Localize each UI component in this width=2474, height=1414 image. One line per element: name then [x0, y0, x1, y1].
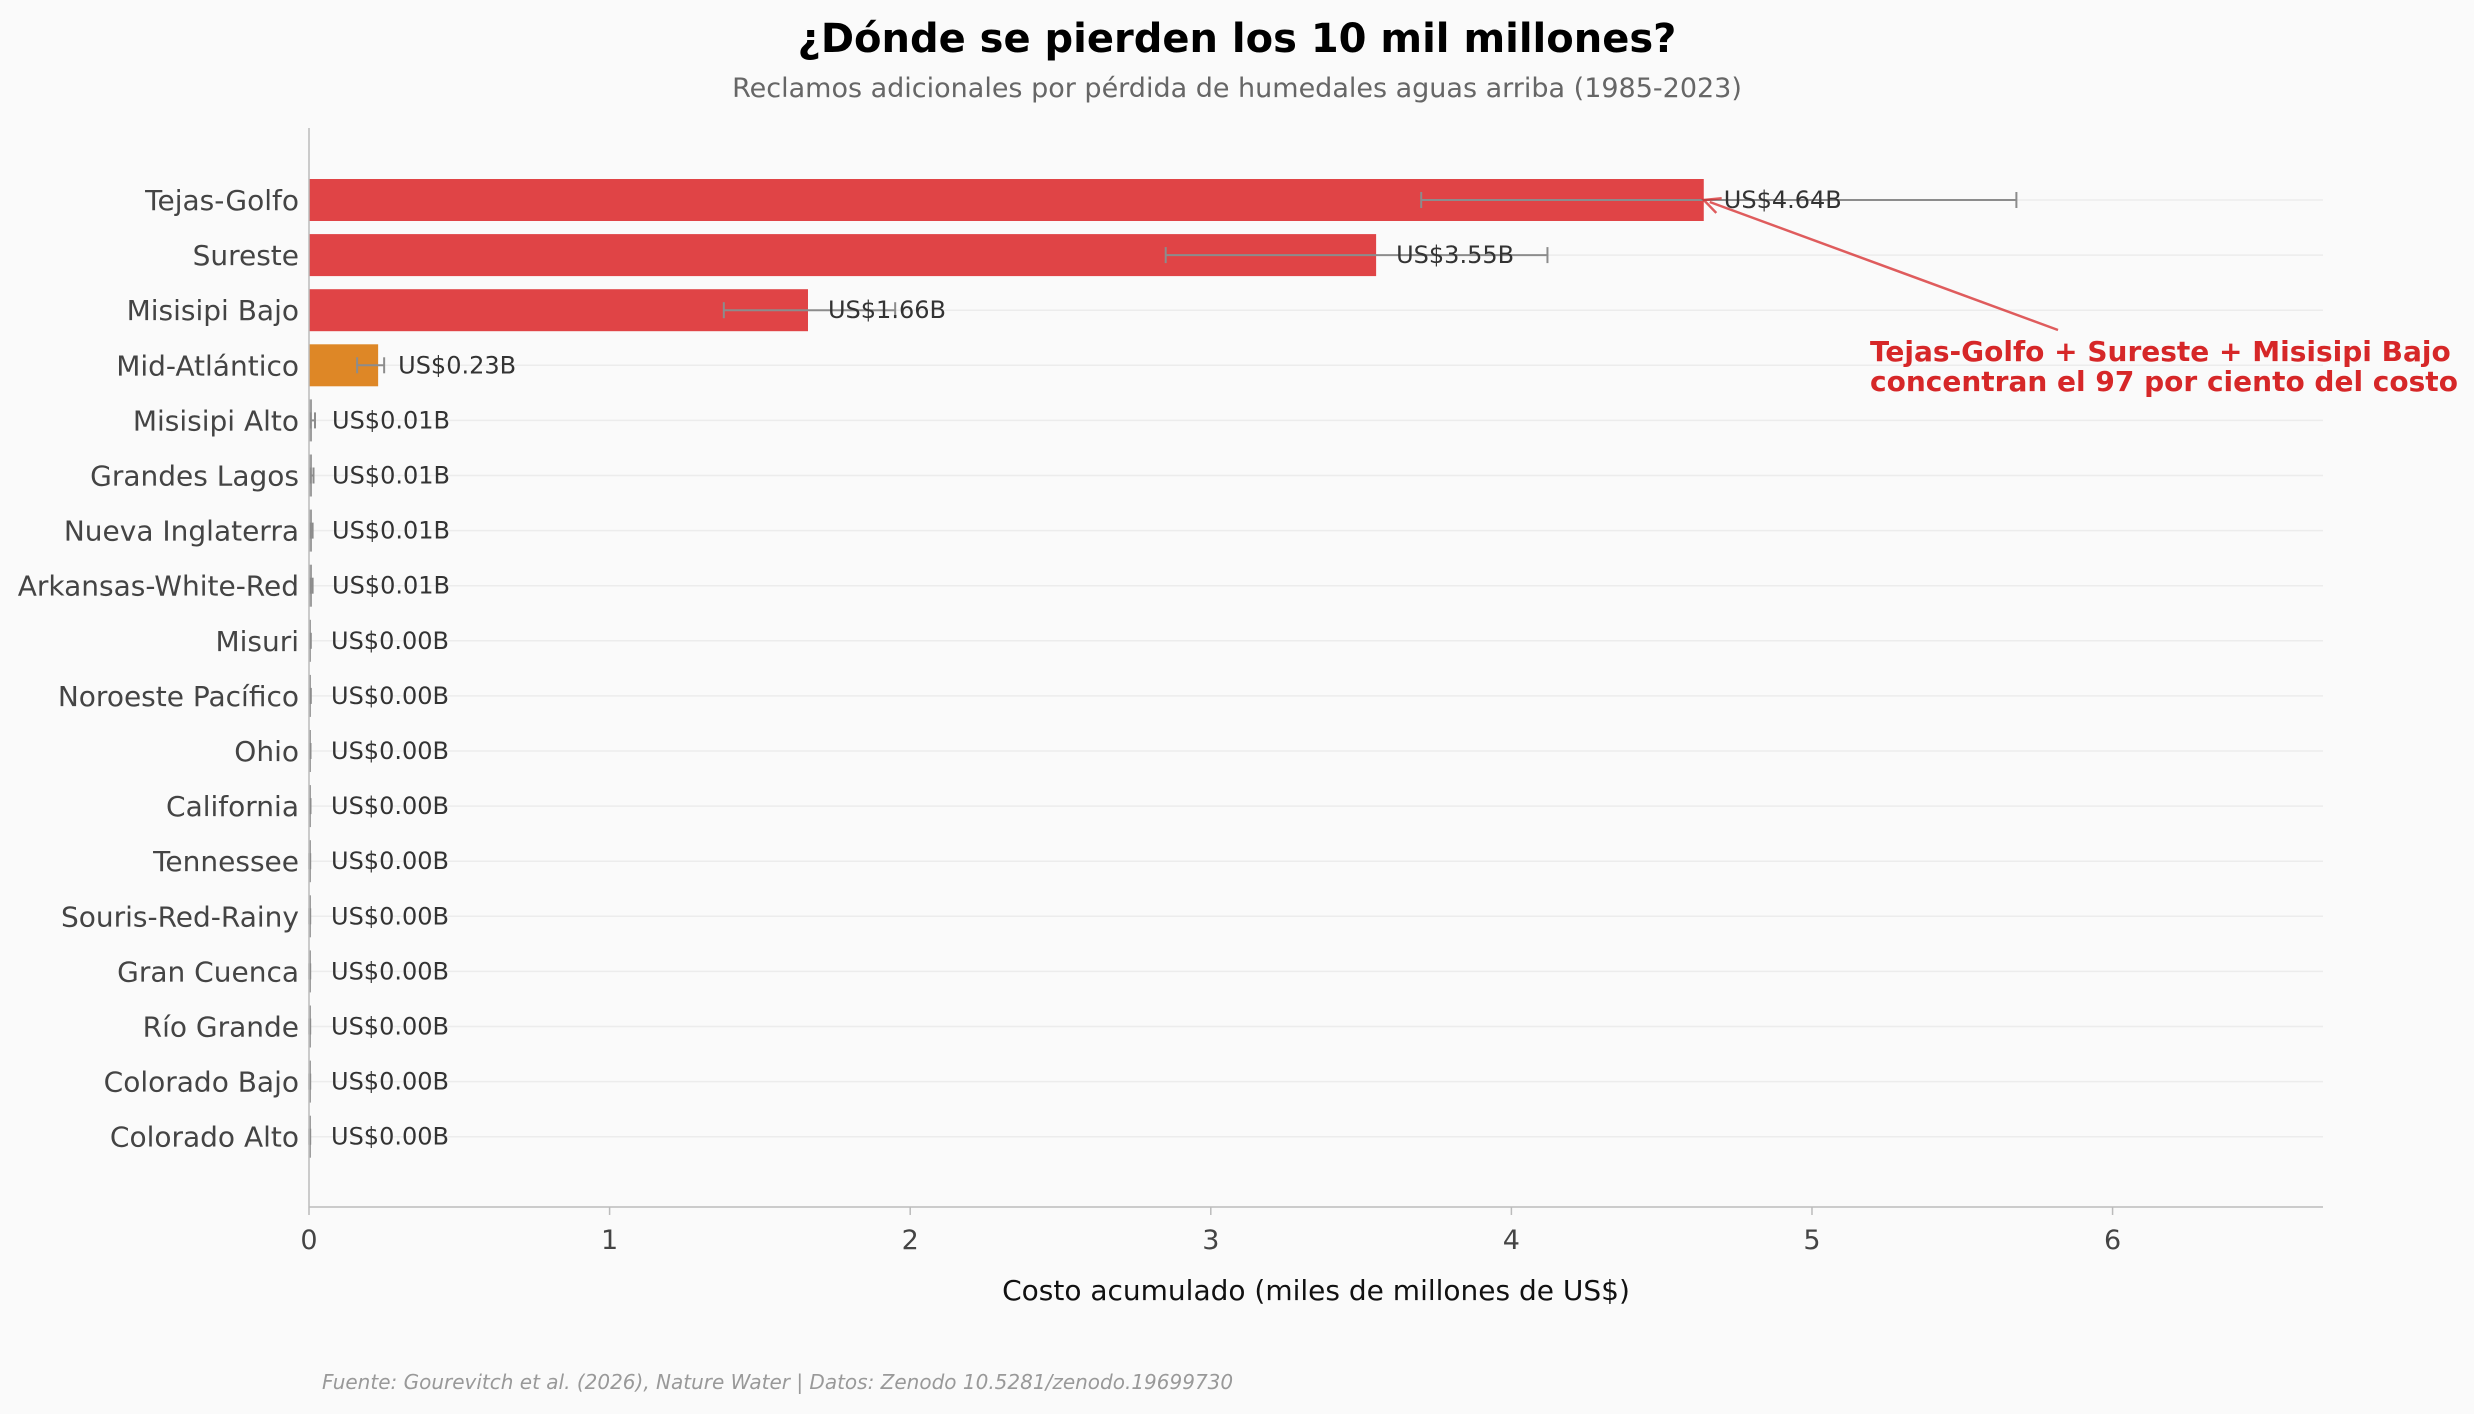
value-label: US$0.00B: [331, 792, 449, 820]
chart-subtitle: Reclamos adicionales por pérdida de hume…: [732, 73, 1742, 104]
category-label: Colorado Bajo: [104, 1066, 299, 1099]
category-label: Souris-Red-Rainy: [61, 900, 299, 933]
value-label: US$0.00B: [331, 1123, 449, 1151]
x-tick-label: 0: [300, 1225, 317, 1256]
annotation-arrow: [1709, 200, 2059, 332]
x-tick-label: 5: [1803, 1225, 1820, 1256]
category-label: Noroeste Pacífico: [58, 680, 299, 713]
category-labels: Tejas-Golfo Sureste Misisipi Bajo Mid-Atlán…: [18, 184, 299, 1154]
value-label: US$0.00B: [331, 847, 449, 875]
source-note: Fuente: Gourevitch et al. (2026), Nature…: [322, 1370, 1233, 1394]
value-label: US$0.00B: [331, 737, 449, 765]
category-label: Río Grande: [143, 1011, 299, 1044]
value-label: US$0.23B: [398, 351, 516, 379]
category-label: Tennessee: [152, 845, 299, 878]
x-tick-label: 4: [1503, 1225, 1520, 1256]
chart-title: ¿Dónde se pierden los 10 mil millones?: [798, 16, 1677, 62]
category-label: Misuri: [215, 625, 299, 658]
value-label: US$0.01B: [332, 406, 450, 434]
value-label: US$0.00B: [331, 957, 449, 985]
bars: [309, 179, 1704, 1158]
annotation-text: concentran el 97 por ciento del costo: [1870, 365, 2458, 398]
category-label: Misisipi Alto: [133, 404, 299, 437]
value-label: US$0.01B: [332, 462, 450, 490]
category-label: Misisipi Bajo: [127, 294, 299, 327]
value-label: US$0.00B: [331, 682, 449, 710]
category-label: Colorado Alto: [110, 1121, 299, 1154]
annotation: Tejas-Golfo + Sureste + Misisipi Bajocon…: [1701, 196, 2458, 398]
value-label: US$0.01B: [332, 572, 450, 600]
value-label: US$3.55B: [1396, 241, 1514, 269]
value-label: US$0.00B: [331, 1068, 449, 1096]
x-tick-label: 6: [2104, 1225, 2121, 1256]
category-label: Arkansas-White-Red: [18, 570, 299, 603]
x-tick-label: 1: [601, 1225, 618, 1256]
value-label: US$0.01B: [332, 517, 450, 545]
value-labels: US$4.64B US$3.55B US$1.66B US$0.23B US$0.01B…: [331, 186, 1842, 1151]
category-label: Nueva Inglaterra: [64, 515, 299, 548]
grid-lines: [309, 199, 2323, 1138]
error-bars: [308, 192, 2018, 1145]
value-label: US$0.00B: [331, 902, 449, 930]
value-label: US$1.66B: [828, 296, 946, 324]
value-label: US$0.00B: [331, 1013, 449, 1041]
category-label: Sureste: [193, 239, 299, 272]
category-label: Mid-Atlántico: [116, 349, 299, 382]
category-label: California: [166, 790, 299, 823]
category-label: Gran Cuenca: [117, 955, 299, 988]
x-tick-label: 3: [1202, 1225, 1219, 1256]
annotation-text: Tejas-Golfo + Sureste + Misisipi Bajo: [1870, 335, 2451, 368]
value-label: US$0.00B: [331, 627, 449, 655]
x-axis-label: Costo acumulado (miles de millones de US…: [1002, 1274, 1630, 1307]
annotation-arrowhead: [1701, 196, 1722, 214]
category-label: Grandes Lagos: [90, 460, 299, 493]
x-tick-label: 2: [902, 1225, 919, 1256]
category-label: Tejas-Golfo: [144, 184, 299, 217]
axes: 0 1 2 3 4 5 6: [300, 128, 2323, 1256]
value-label: US$4.64B: [1724, 186, 1842, 214]
category-label: Ohio: [234, 735, 299, 768]
